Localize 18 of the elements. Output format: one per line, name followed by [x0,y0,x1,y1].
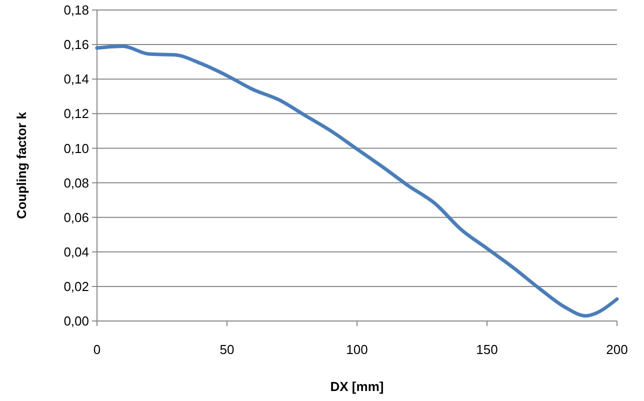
y-tick-label: 0,08 [64,175,89,190]
y-tick-label: 0,00 [64,314,89,329]
x-tick-label: 200 [606,342,628,357]
x-tick-label: 50 [220,342,234,357]
x-tick-label: 150 [476,342,498,357]
y-axis-title: Coupling factor k [14,111,29,219]
line-series [95,44,619,318]
x-tick-label: 0 [93,342,101,357]
y-tick-label: 0,16 [64,37,89,52]
y-tick-label: 0,04 [64,244,89,260]
y-tick-label: 0,06 [64,210,89,225]
y-tick-label: 0,18 [64,2,89,18]
x-axis-title: DX [mm] [330,379,384,394]
y-tick-label: 0,12 [64,106,89,122]
y-tick-label: 0,02 [64,278,89,294]
y-tick-label: 0,14 [64,72,89,87]
y-tick-label: 0,10 [64,140,89,156]
x-tick-label: 100 [346,342,368,357]
